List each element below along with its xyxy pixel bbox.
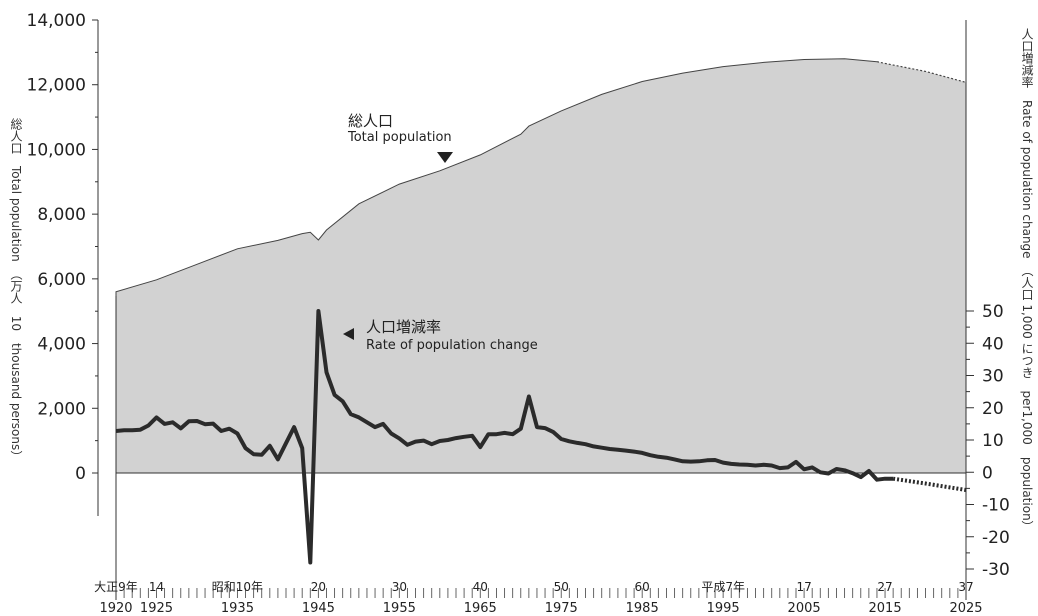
population-projection-line	[876, 61, 967, 83]
total-population-annotation-en: Total population	[348, 130, 452, 145]
left-axis-tick-label: 8,000	[37, 205, 86, 225]
x-axis-year-label: 1935	[221, 601, 254, 616]
x-axis-era-label: 27	[877, 580, 892, 594]
left-axis-tick-label: 14,000	[27, 11, 86, 31]
left-axis-tick-label: 12,000	[27, 76, 86, 96]
population-line	[115, 58, 878, 473]
right-axis-tick-label: 50	[982, 302, 1004, 322]
x-axis-year-label: 1995	[707, 601, 740, 616]
x-axis-year-label: 1965	[464, 601, 497, 616]
x-axis-year-label: 1925	[140, 601, 173, 616]
left-axis-title: 総人口 Total population （万人 10 thousand per…	[8, 118, 25, 462]
x-axis-era-label: 50	[554, 580, 569, 594]
rate-projection-line	[892, 476, 967, 492]
right-axis-label-jp: 人口増減率	[1020, 28, 1034, 88]
left-axis-tick-label: 2,000	[37, 399, 86, 419]
right-axis-tick-label: 10	[982, 431, 1004, 451]
right-axis-label-en: Rate of population change	[1020, 100, 1034, 259]
rate-annotation-en: Rate of population change	[366, 338, 538, 353]
x-axis-era-label: 37	[958, 580, 973, 594]
x-axis-era-label: 40	[473, 580, 488, 594]
x-axis-era-label: 大正9年	[94, 580, 138, 594]
x-axis-year-label: 2015	[869, 601, 902, 616]
x-axis-era-label: 20	[311, 580, 326, 594]
x-axis-era-label: 昭和10年	[212, 580, 263, 594]
rate-of-change-line	[115, 309, 894, 565]
x-axis-year-label: 1945	[302, 601, 335, 616]
x-axis-era-label: 平成7年	[701, 580, 745, 594]
right-axis-tick-label: -30	[982, 560, 1010, 580]
left-axis-label-jp: 総人口	[9, 118, 23, 154]
right-axis-tick-label: -10	[982, 496, 1010, 516]
x-axis-era-label: 14	[149, 580, 164, 594]
x-axis-year-label: 1955	[383, 601, 416, 616]
population-area	[116, 58, 966, 474]
right-axis-tick-label: 40	[982, 334, 1004, 354]
right-axis-tick-label: 30	[982, 367, 1004, 387]
right-axis-tick-label: 20	[982, 399, 1004, 419]
right-axis-tick-label: 0	[982, 463, 993, 483]
left-axis-label-en: Total population	[9, 166, 23, 262]
rate-annotation-jp: 人口増減率	[366, 318, 442, 336]
total-population-marker	[437, 152, 453, 163]
left-axis-unit: （万人 10 thousand persons）	[9, 273, 23, 463]
x-axis-year-label: 1985	[626, 601, 659, 616]
x-axis-era-label: 17	[796, 580, 811, 594]
total-population-annotation-jp: 総人口	[348, 112, 394, 130]
x-axis-era-label: 60	[635, 580, 650, 594]
x-axis-year-label: 2005	[788, 601, 821, 616]
right-axis-title: 人口増減率 Rate of population change （人口 1,00…	[1019, 28, 1036, 533]
x-axis-year-label: 1975	[545, 601, 578, 616]
left-axis-tick-label: 10,000	[27, 140, 86, 160]
left-axis-tick-label: 6,000	[37, 270, 86, 290]
right-axis-unit: （人口 1,000 につき per1,000 population）	[1020, 270, 1034, 533]
left-axis-tick-label: 4,000	[37, 335, 86, 355]
x-axis-year-label: 2025	[949, 601, 982, 616]
left-axis-tick-label: 0	[75, 464, 86, 484]
x-axis-year-label: 1920	[99, 601, 132, 616]
rate-marker	[343, 328, 354, 340]
x-axis-era-label: 30	[392, 580, 407, 594]
right-axis-tick-label: -20	[982, 528, 1010, 548]
